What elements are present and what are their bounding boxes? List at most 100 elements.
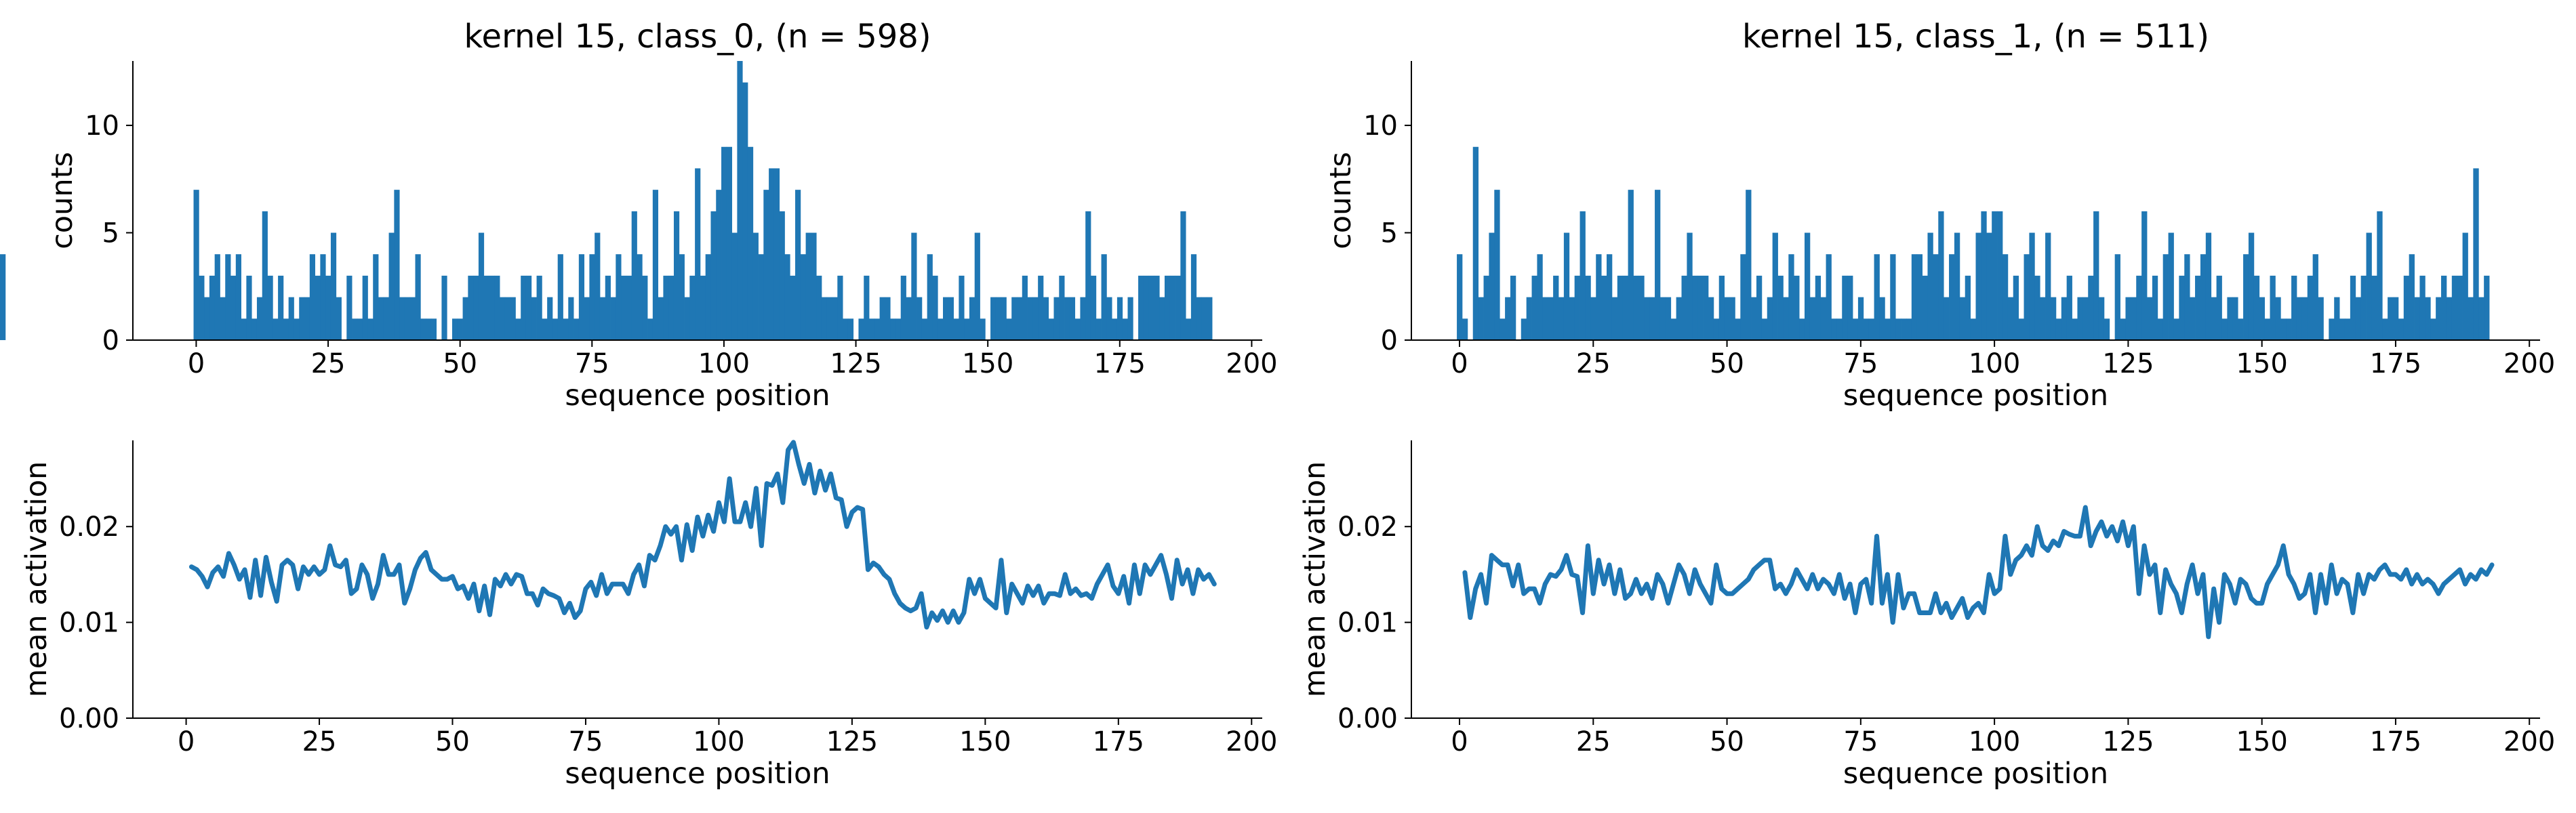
histogram-bar	[510, 297, 516, 340]
histogram-bar	[705, 254, 711, 340]
histogram-bar	[230, 275, 237, 340]
x-tick-label: 125	[2102, 726, 2154, 757]
histogram-bar	[2098, 297, 2105, 340]
histogram-bar	[294, 318, 300, 340]
histogram-bar	[795, 190, 801, 340]
histogram-bar	[536, 275, 542, 340]
histogram-bar	[420, 318, 426, 340]
histogram-bar	[563, 318, 569, 340]
histogram-bar	[2168, 232, 2174, 340]
x-tick-label: 100	[693, 726, 744, 757]
histogram-bar	[969, 297, 975, 340]
histogram-bar	[256, 297, 263, 340]
histogram-bar	[1890, 254, 1896, 340]
histogram-bar	[404, 297, 411, 340]
histogram-bar	[2388, 297, 2394, 340]
histogram-bar	[2334, 297, 2340, 340]
histogram-bar	[2045, 232, 2051, 340]
histogram-bar	[964, 318, 970, 340]
histogram-bar	[2409, 254, 2415, 340]
histogram-bar	[394, 190, 400, 340]
histogram-bar	[547, 297, 553, 340]
x-tick-label: 0	[1451, 726, 1468, 757]
histogram-bar	[304, 297, 310, 340]
histogram-bar	[1944, 297, 1950, 340]
histogram-bar	[309, 254, 315, 340]
histogram-bar	[1590, 297, 1596, 340]
histogram-bar	[1190, 254, 1197, 340]
histogram-bar	[689, 275, 696, 340]
histogram-bar	[346, 275, 353, 340]
histogram-bar	[204, 297, 210, 340]
histogram-bar	[1521, 318, 1527, 340]
histogram-bar	[2259, 297, 2266, 340]
histogram-bar	[763, 190, 769, 340]
histogram-bar	[1043, 297, 1049, 340]
histogram-bar	[483, 275, 489, 340]
histogram-bar	[1676, 297, 1682, 340]
histogram-bar	[826, 297, 832, 340]
x-axis-label: sequence position	[565, 379, 830, 413]
histogram-bar	[2205, 232, 2212, 340]
chart-title: kernel 15, class_0, (n = 598)	[464, 18, 931, 56]
histogram-bar	[2473, 168, 2479, 340]
histogram-bar	[1064, 297, 1070, 340]
histogram-bar	[1772, 232, 1778, 340]
histogram-bar	[2061, 297, 2068, 340]
histogram-bar	[2211, 297, 2217, 340]
chart-panel-1: 0 25 50 75 100 125 150 175 200 0 5 10 sequence posit…	[45, 18, 1278, 413]
histogram-bar	[2131, 297, 2137, 340]
histogram-bar	[2141, 211, 2148, 340]
x-tick-label: 150	[2236, 726, 2287, 757]
y-tick-label: 0.01	[1337, 608, 1398, 639]
histogram-bar	[874, 318, 880, 340]
histogram-bar	[1922, 275, 1928, 340]
histogram-bar	[616, 254, 622, 340]
y-tick-label: 0	[102, 325, 119, 356]
histogram-bar	[1116, 297, 1123, 340]
histogram-bar	[315, 275, 321, 340]
histogram-bar	[2018, 318, 2024, 340]
histogram-bar	[468, 275, 474, 340]
x-tick-label: 50	[435, 726, 470, 757]
histogram-bar	[2179, 275, 2185, 340]
histogram-bar	[2162, 254, 2169, 340]
histogram-bar	[2147, 297, 2153, 340]
histogram-bar	[1472, 146, 1479, 340]
histogram-bar	[452, 318, 458, 340]
histogram-bar	[1857, 297, 1864, 340]
histogram-bar	[1933, 254, 1939, 340]
histogram-bar	[489, 275, 495, 340]
histogram-bar	[2468, 297, 2474, 340]
histogram-bar	[1059, 275, 1065, 340]
histogram-bar	[1954, 232, 1960, 340]
histogram-bar	[900, 275, 906, 340]
histogram-bar	[1022, 275, 1028, 340]
histogram-bar	[288, 297, 294, 340]
histogram-bar	[1718, 275, 1725, 340]
histogram-bar	[800, 254, 806, 340]
histogram-bar	[2307, 275, 2314, 340]
histogram-bar	[542, 318, 548, 340]
histogram-bar	[2484, 275, 2490, 340]
histogram-bar	[1868, 318, 1874, 340]
histogram-bar	[1122, 318, 1128, 340]
histogram-bar	[1681, 275, 1687, 340]
histogram-bar	[2414, 297, 2420, 340]
histogram-bar	[1607, 254, 1613, 340]
histogram-bar	[1558, 297, 1565, 340]
x-tick-label: 150	[959, 726, 1011, 757]
histogram-bar	[1038, 275, 1044, 340]
histogram-bar	[1101, 254, 1107, 340]
histogram-bar	[193, 190, 199, 340]
histogram-bar	[531, 297, 537, 340]
y-axis-label: counts	[45, 152, 79, 249]
histogram-bar	[578, 254, 585, 340]
x-tick-label: 0	[1451, 348, 1468, 379]
histogram-bar	[832, 297, 838, 340]
histogram-bar	[2377, 211, 2383, 340]
histogram-bar	[2371, 275, 2377, 340]
histogram-bar	[673, 211, 680, 340]
histogram-bar	[2243, 254, 2249, 340]
y-tick-label: 0	[1381, 325, 1398, 356]
